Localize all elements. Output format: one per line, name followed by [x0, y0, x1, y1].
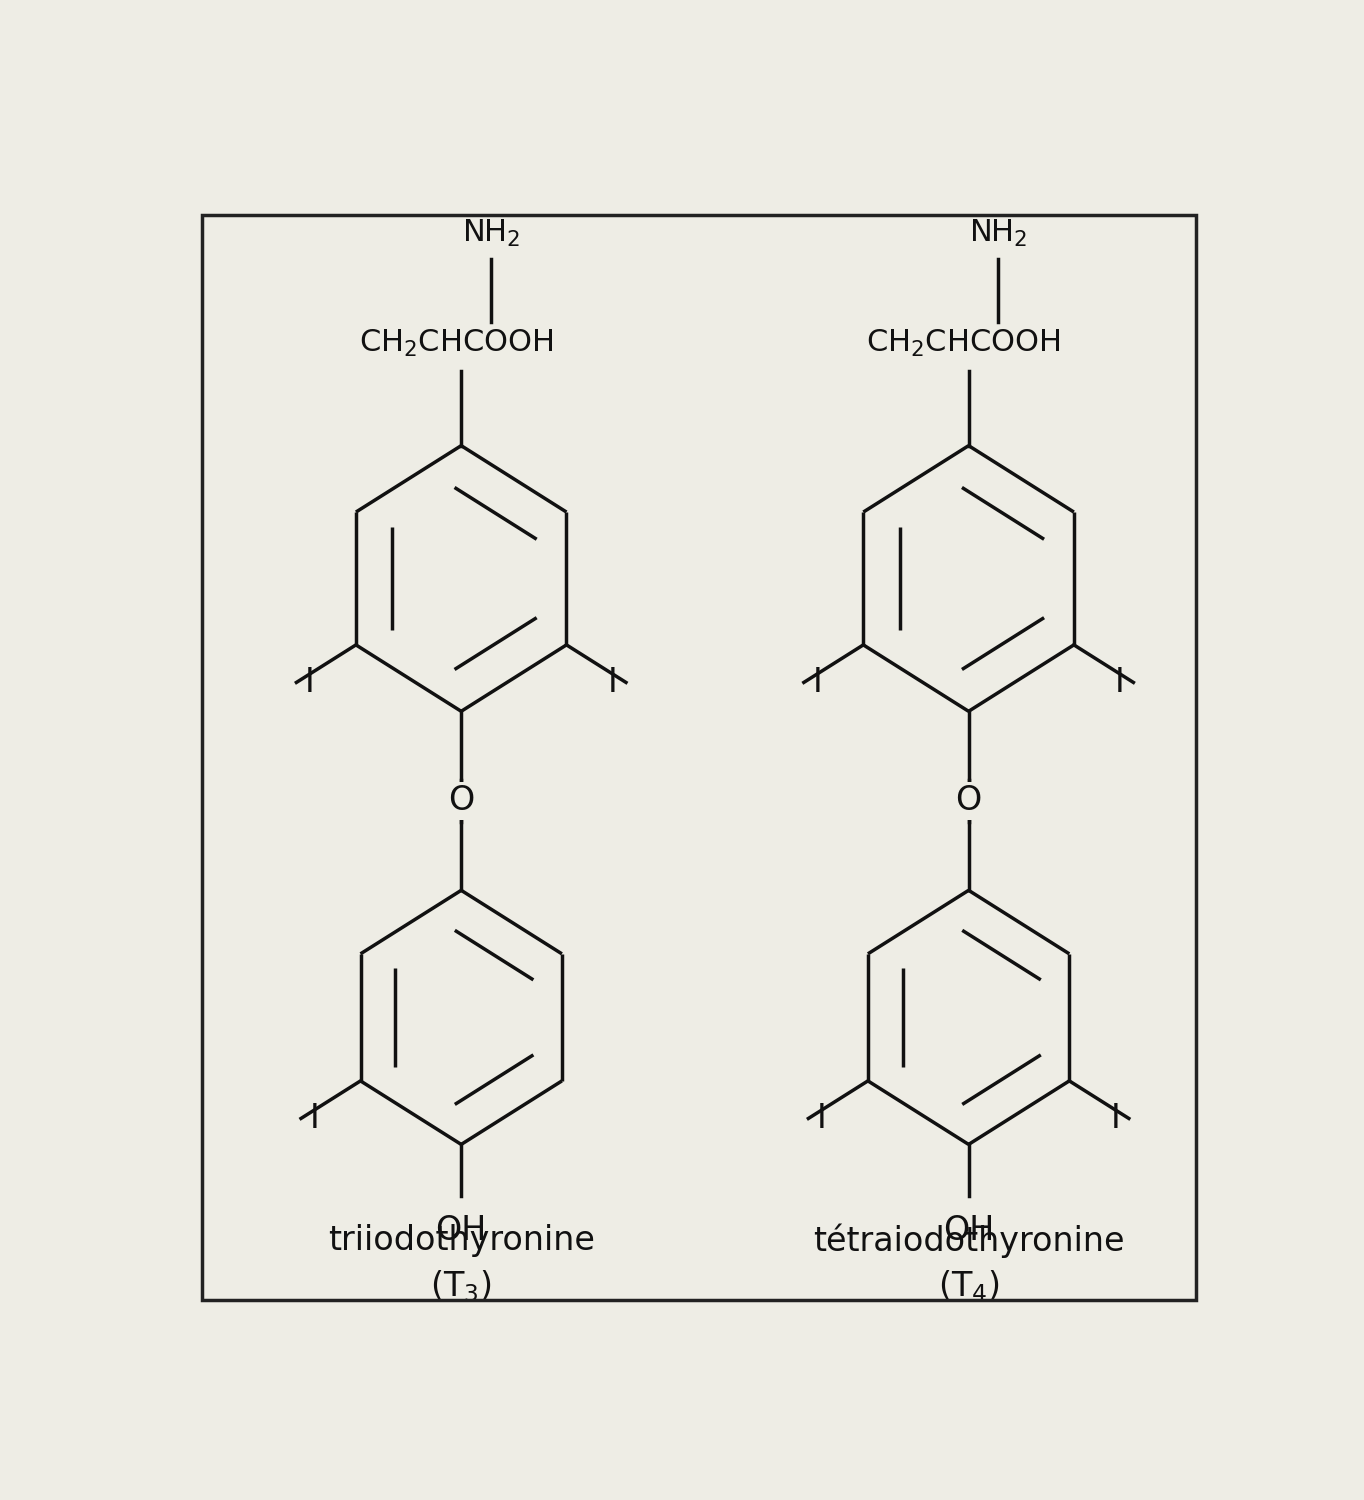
Text: NH$_2$: NH$_2$ [461, 217, 520, 249]
Text: I: I [817, 1102, 827, 1136]
Text: CH$_2$CHCOOH: CH$_2$CHCOOH [866, 328, 1061, 358]
Text: CH$_2$CHCOOH: CH$_2$CHCOOH [359, 328, 554, 358]
Text: (T$_3$): (T$_3$) [431, 1269, 492, 1305]
Text: tétraiodothyronine: tétraiodothyronine [813, 1222, 1124, 1257]
Text: triiodothyronine: triiodothyronine [327, 1224, 595, 1257]
Text: I: I [608, 666, 618, 699]
Text: I: I [1110, 1102, 1120, 1136]
Text: O: O [449, 784, 475, 818]
Text: OH: OH [435, 1214, 487, 1246]
Text: OH: OH [943, 1214, 994, 1246]
Text: (T$_4$): (T$_4$) [938, 1269, 1000, 1305]
Text: I: I [813, 666, 822, 699]
Text: I: I [1116, 666, 1125, 699]
Text: I: I [306, 666, 315, 699]
Text: O: O [956, 784, 982, 818]
Text: NH$_2$: NH$_2$ [968, 217, 1027, 249]
Text: I: I [310, 1102, 319, 1136]
